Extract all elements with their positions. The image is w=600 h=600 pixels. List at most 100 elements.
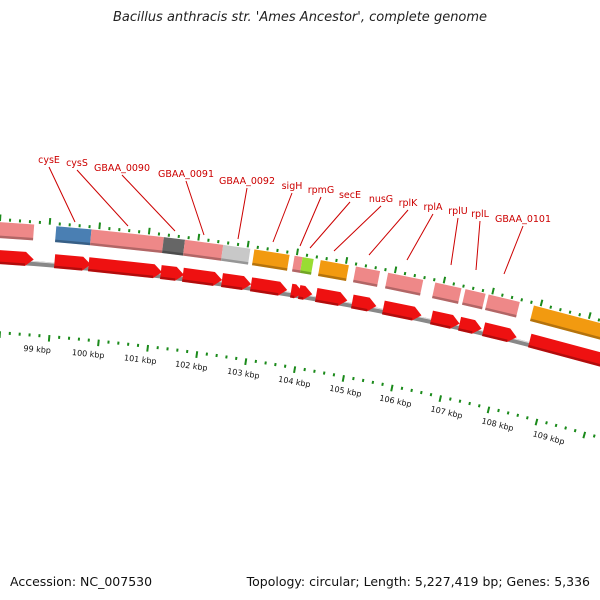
gene-box (485, 294, 520, 318)
outer-tick (491, 287, 495, 295)
gene-arrow (528, 333, 600, 367)
ruler-tick (303, 367, 306, 372)
gene-arrow (250, 277, 288, 296)
outer-tick (530, 300, 533, 304)
gene-arrow-shade (0, 261, 26, 266)
outer-tick (578, 313, 582, 317)
gene-leader-line (76, 169, 129, 227)
outer-tick (345, 257, 349, 264)
ruler-tick (458, 399, 462, 403)
gene-arrow-shade (290, 295, 295, 299)
kbp-tick-label: 103 kbp (227, 367, 261, 381)
outer-tick (520, 298, 524, 302)
genome-title: Bacillus anthracis str. 'Ames Ancestor',… (112, 10, 488, 25)
kbp-tick-label: 99 kbp (23, 344, 51, 355)
gene-box (530, 305, 600, 340)
outer-tick (462, 284, 465, 288)
gene-leader-line (121, 174, 176, 232)
kbp-tick-label: 106 kbp (379, 394, 413, 410)
ruler-tick (381, 382, 384, 386)
genome-stats-text: Topology: circular; Length: 5,227,419 bp… (246, 574, 590, 589)
outer-tick (481, 288, 485, 293)
gene-box (292, 255, 303, 273)
ruler-tick (582, 431, 587, 439)
feature-layer (0, 222, 600, 367)
ruler-tick (244, 358, 248, 366)
gene-box (55, 226, 92, 246)
tick-layer (0, 214, 600, 439)
gene-box-shade (462, 302, 483, 310)
kbp-tick-label: 107 kbp (430, 404, 464, 420)
outer-tick (393, 266, 398, 274)
gene-label: rplK (399, 198, 419, 209)
ruler-tick (332, 373, 336, 377)
label-layer: 99 kbp 100 kbp 101 kbp 102 kbp 103 kbp 104 kb… (23, 155, 565, 446)
gene-arrow-shade (458, 328, 473, 334)
gene-box (462, 289, 486, 310)
ruler-tick (97, 339, 100, 347)
gene-leader-line (48, 166, 76, 223)
outer-tick (403, 271, 407, 276)
ruler-tick (371, 380, 375, 385)
gene-arrow (298, 285, 313, 300)
gene-arrow (351, 294, 377, 312)
gene-box-shade (318, 273, 347, 281)
outer-tick (501, 293, 504, 297)
outer-tick (423, 275, 426, 280)
outer-tick (432, 278, 436, 282)
outer-tick (559, 307, 562, 312)
outer-tick (98, 222, 101, 230)
ruler-tick (545, 421, 548, 425)
gene-label: secE (339, 190, 361, 201)
ruler-tick (477, 404, 481, 408)
gene-label: rplA (423, 202, 443, 213)
gene-leader-line (406, 213, 434, 261)
ruler-tick (525, 416, 529, 420)
ruler-tick (506, 411, 510, 415)
ruler-tick (322, 371, 326, 375)
gene-label: GBAA_0101 (495, 214, 551, 225)
gene-label: cysS (66, 158, 88, 169)
gene-arrow (315, 288, 348, 306)
ruler-tick (486, 406, 491, 414)
gene-box (90, 229, 164, 254)
gene-box (252, 249, 290, 271)
gene-box (183, 239, 224, 261)
gene-box-shade (252, 262, 288, 271)
gene-label: GBAA_0092 (219, 176, 275, 187)
gene-arrow (0, 250, 34, 266)
gene-leader-line (450, 217, 459, 266)
kbp-tick-label: 108 kbp (481, 416, 515, 433)
gene-arrow-shade (528, 344, 600, 367)
kbp-tick-label: 100 kbp (72, 348, 105, 360)
outer-tick (539, 299, 544, 307)
gene-box-shade (0, 235, 34, 241)
gene-arrow-shade (88, 268, 154, 279)
gene-leader-line (299, 196, 322, 247)
gene-label: GBAA_0090 (94, 163, 150, 174)
gene-label: nusG (369, 194, 393, 205)
ruler-tick (361, 378, 365, 383)
gene-arrow-shade (482, 333, 508, 343)
gene-box-shade (90, 242, 163, 254)
gene-leader-line (333, 205, 382, 252)
gene-box-shade (162, 250, 184, 256)
outer-tick (471, 286, 475, 291)
gene-arrow (88, 257, 162, 279)
gene-arrow (382, 300, 422, 321)
gene-label: rpmG (308, 185, 335, 196)
gene-box-shade (300, 270, 312, 275)
ruler-tick (564, 426, 567, 430)
outer-tick (48, 218, 52, 225)
gene-box-shade (353, 279, 378, 287)
outer-tick (413, 273, 417, 278)
gene-box-shade (183, 253, 222, 261)
gene-box (353, 266, 381, 287)
outer-tick (305, 253, 309, 257)
ruler-tick (341, 375, 345, 382)
outer-tick (364, 264, 368, 268)
gene-leader-line (185, 180, 205, 236)
ruler-tick (400, 386, 404, 391)
kbp-tick-label: 109 kbp (532, 429, 566, 446)
